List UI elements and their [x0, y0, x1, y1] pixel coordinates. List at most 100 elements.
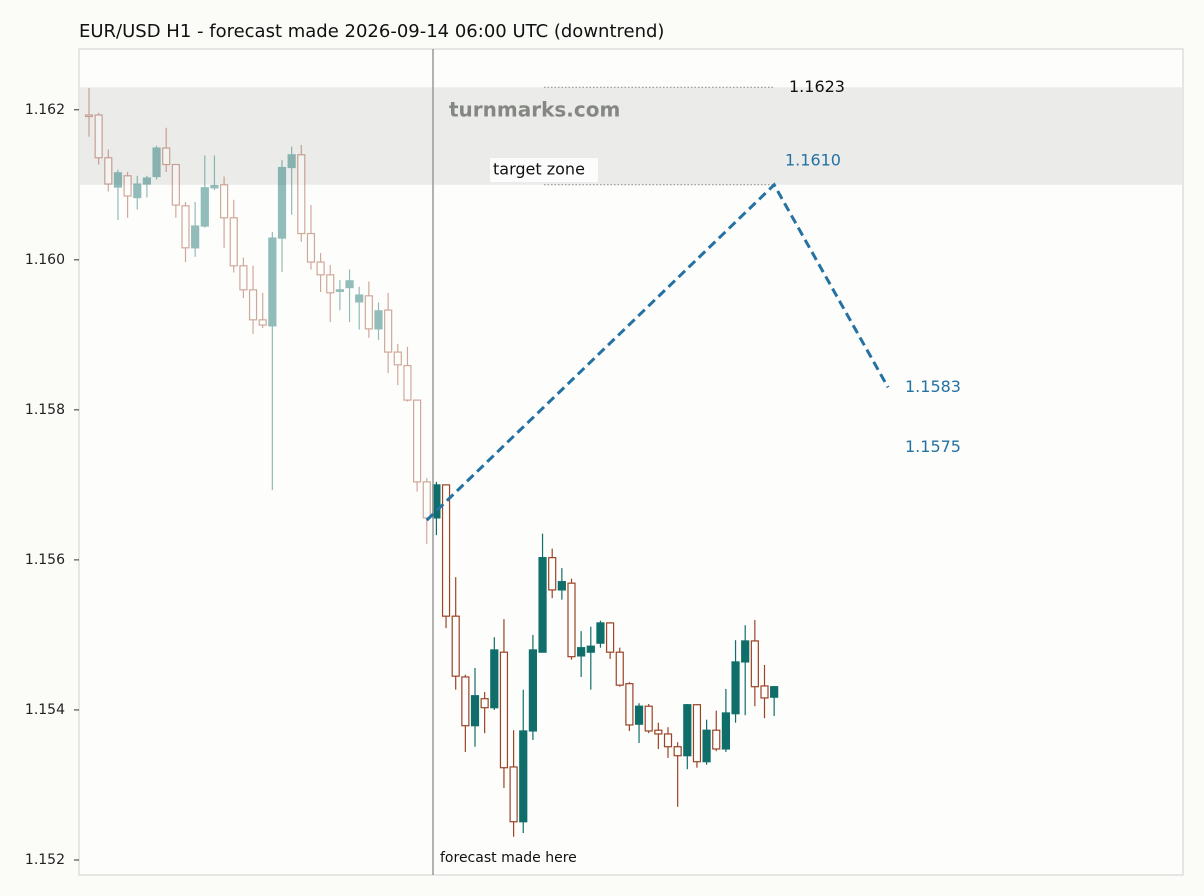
candle-body	[287, 154, 296, 169]
y-tick-label: 1.160	[25, 252, 65, 268]
candle-body	[171, 163, 180, 206]
candle-body	[393, 351, 402, 366]
candle-body	[316, 261, 325, 276]
candle-body	[142, 177, 151, 185]
candle	[480, 691, 489, 734]
candle	[162, 127, 171, 173]
candle-body	[258, 319, 267, 326]
candle-body	[538, 557, 547, 653]
candle-body	[770, 686, 779, 698]
target-zone-label: target zone	[493, 160, 585, 179]
candle	[577, 631, 586, 677]
candle-body	[335, 289, 344, 292]
candle	[528, 634, 538, 740]
candle	[422, 478, 431, 545]
candle-body	[220, 184, 229, 219]
candle-body	[94, 114, 103, 159]
candle	[519, 689, 528, 833]
candle	[731, 640, 740, 723]
candle-body	[210, 184, 219, 189]
candle-body	[683, 704, 692, 757]
candle	[94, 112, 103, 165]
candle	[384, 292, 393, 374]
candle	[451, 577, 460, 690]
candle-body	[355, 294, 364, 303]
alt-level-label: 1.1575	[905, 437, 961, 456]
candle	[316, 253, 325, 293]
watermark: turnmarks.com	[449, 98, 620, 122]
candle	[654, 722, 663, 749]
plot-area	[78, 48, 1184, 876]
candle-body	[605, 622, 615, 653]
forecast-end-label: 1.1583	[905, 377, 961, 396]
candle-body	[615, 651, 624, 686]
candle	[615, 647, 624, 687]
candle	[345, 269, 354, 323]
candle-body	[567, 582, 576, 658]
candle-body	[625, 683, 634, 726]
candle-body	[123, 175, 132, 197]
y-tick-label: 1.154	[25, 702, 65, 718]
candle-body	[702, 729, 711, 763]
candle	[634, 703, 644, 743]
candle	[557, 568, 566, 600]
y-tick-label: 1.152	[25, 852, 65, 868]
candle-body	[384, 309, 393, 353]
candle-body	[731, 661, 740, 715]
candle	[673, 742, 682, 807]
candle	[499, 619, 509, 788]
candle	[490, 637, 499, 710]
candle	[229, 199, 238, 273]
candle-body	[634, 705, 644, 725]
candle-body	[644, 705, 653, 732]
candle	[596, 620, 605, 648]
candle	[393, 343, 402, 386]
candle	[470, 667, 480, 747]
candle	[548, 548, 557, 599]
candle	[248, 265, 258, 335]
candle-body	[750, 640, 759, 688]
candle-body	[84, 114, 94, 118]
forecast-marker-label: forecast made here	[440, 850, 577, 866]
candle	[750, 619, 759, 707]
candle	[625, 682, 634, 731]
candle	[712, 710, 721, 752]
candle	[113, 169, 123, 221]
target-label-bg	[490, 158, 598, 182]
candle-body	[413, 399, 422, 483]
candle	[297, 145, 306, 242]
candle	[702, 719, 711, 765]
candle	[605, 622, 615, 659]
target-high-label: 1.1623	[789, 77, 845, 96]
candle-body	[509, 766, 518, 823]
candle	[258, 292, 267, 329]
candle	[741, 625, 750, 716]
candle	[586, 626, 595, 690]
candle	[374, 302, 383, 341]
candle-body	[239, 265, 248, 291]
candle-body	[548, 557, 557, 591]
candle-body	[451, 615, 460, 677]
candle-body	[519, 730, 528, 823]
candle-body	[741, 640, 750, 663]
candle-body	[326, 274, 335, 294]
y-tick-label: 1.162	[25, 102, 65, 118]
candle	[210, 155, 219, 191]
candle-body	[557, 581, 566, 591]
candle	[509, 730, 518, 837]
candle-body	[721, 712, 731, 750]
candle	[287, 146, 296, 215]
candle-body	[364, 295, 373, 330]
candle-body	[200, 187, 209, 227]
candle-body	[577, 647, 586, 657]
candle	[268, 232, 277, 491]
candle-body	[306, 232, 316, 263]
candle	[200, 155, 209, 228]
candle	[364, 281, 373, 338]
candle	[413, 399, 422, 492]
candle-body	[191, 225, 200, 249]
candle-body	[673, 746, 682, 757]
candle	[683, 703, 692, 770]
candle-body	[461, 676, 470, 727]
